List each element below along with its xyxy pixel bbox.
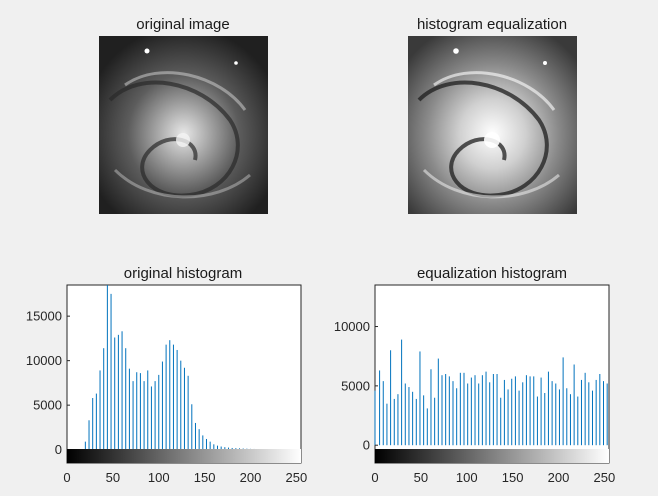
equalization-histogram-stems [374,339,608,446]
original-image-title: original image [136,16,229,33]
equalization-histogram-title: equalization histogram [417,265,567,282]
x-tick-label: 100 [456,470,478,485]
x-tick-label: 150 [194,470,216,485]
original-galaxy-image [99,36,268,214]
y-tick-label: 15000 [26,309,62,324]
original-histogram-chart: original histogram 0 5000 10000 15000 0 50 10… [26,265,307,485]
y-tick-label: 10000 [26,353,62,368]
y-tick-label: 5000 [341,378,370,393]
equalization-histogram-colorbar [375,449,609,463]
y-tick-label: 0 [363,438,370,453]
y-tick-label: 10000 [334,319,370,334]
x-tick-label: 250 [594,470,616,485]
x-tick-label: 0 [371,470,378,485]
original-image-panel: original image [99,16,268,214]
original-histogram-stems [84,285,299,450]
y-tick-label: 5000 [33,398,62,413]
equalization-histogram-xticks: 0 50 100 150 200 250 [371,470,615,485]
x-tick-label: 0 [63,470,70,485]
original-histogram-colorbar [67,449,301,463]
y-tick-label: 0 [55,442,62,457]
x-tick-label: 200 [548,470,570,485]
original-histogram-xticks: 0 50 100 150 200 250 [63,470,307,485]
original-histogram-yticks: 0 5000 10000 15000 [26,309,70,457]
original-histogram-title: original histogram [124,265,242,282]
x-tick-label: 150 [502,470,524,485]
equalization-histogram-yticks: 0 5000 10000 [334,319,378,453]
equalized-image-panel: histogram equalization [408,16,577,214]
x-tick-label: 50 [414,470,428,485]
x-tick-label: 250 [286,470,308,485]
equalization-histogram-chart: equalization histogram 0 5000 10000 0 50 100… [334,265,615,485]
equalized-galaxy-image [408,36,577,214]
equalized-image-title: histogram equalization [417,16,567,33]
x-tick-label: 50 [106,470,120,485]
x-tick-label: 100 [148,470,170,485]
x-tick-label: 200 [240,470,262,485]
